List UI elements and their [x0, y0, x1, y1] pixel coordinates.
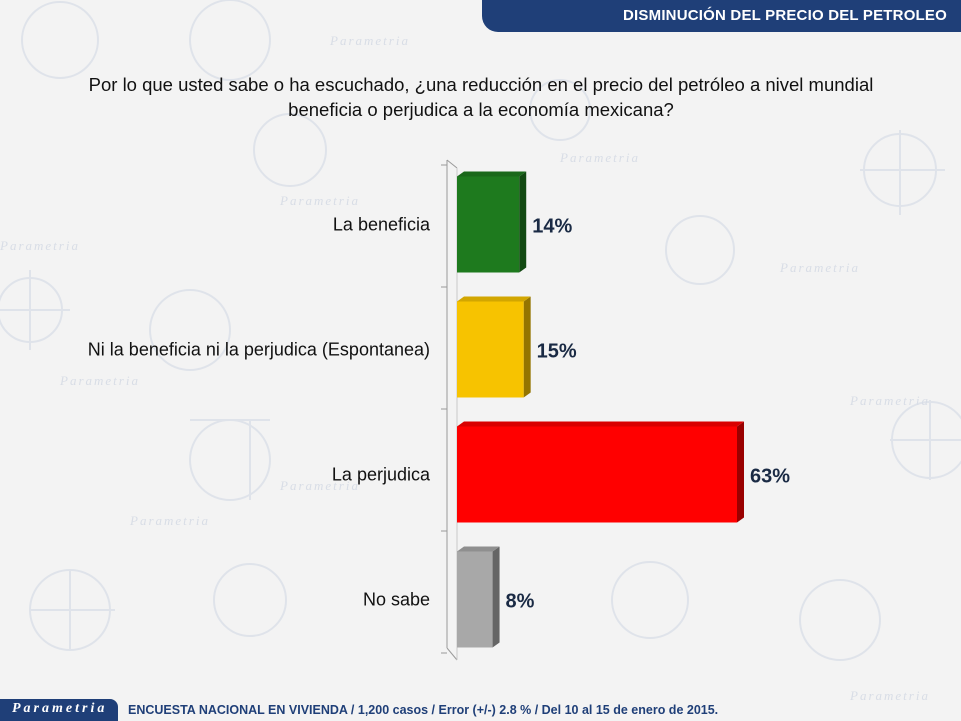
question-line-2: beneficia o perjudica a la economía mexi… — [288, 99, 674, 120]
watermark-word: Parametria — [849, 688, 930, 703]
bar — [457, 551, 493, 648]
bar-side — [523, 296, 531, 398]
bar-top — [457, 171, 527, 177]
question-line-1: Por lo que usted sabe o ha escuchado, ¿u… — [88, 74, 874, 95]
footer-logo-text: Parametria — [12, 701, 108, 716]
watermark-word: Parametria — [849, 393, 930, 408]
bar-top — [457, 546, 500, 552]
footer-survey-note: ENCUESTA NACIONAL EN VIVIENDA / 1,200 ca… — [128, 703, 719, 717]
watermark-word: Parametria — [329, 33, 410, 48]
bar-top — [457, 296, 531, 302]
survey-question: Por lo que usted sabe o ha escuchado, ¿u… — [40, 72, 922, 122]
category-label: No sabe — [363, 590, 430, 610]
watermark-word: Parametria — [129, 513, 210, 528]
footer-logo: Parametria — [0, 699, 118, 721]
bar-side — [492, 546, 500, 648]
category-label: La beneficia — [333, 215, 431, 235]
bar — [457, 301, 524, 398]
category-label: Ni la beneficia ni la perjudica (Esponta… — [88, 340, 430, 360]
bar-side — [737, 421, 744, 523]
data-label: 14% — [532, 216, 572, 238]
bar — [457, 176, 520, 273]
page-title: DISMINUCIÓN DEL PRECIO DEL PETROLEO — [623, 7, 947, 24]
y-axis-top-edge — [446, 159, 458, 169]
data-label: 63% — [750, 466, 790, 488]
watermark-word: Parametria — [279, 193, 360, 208]
bar-top — [457, 421, 744, 427]
bar — [457, 426, 737, 523]
watermark-word: Parametria — [559, 150, 640, 165]
data-label: 15% — [537, 341, 577, 363]
watermark-word: Parametria — [279, 478, 360, 493]
y-axis-bottom-edge — [446, 647, 458, 661]
data-label: 8% — [506, 591, 535, 613]
watermark-word: Parametria — [779, 260, 860, 275]
bar-side — [519, 171, 527, 273]
watermark-word: Parametria — [0, 238, 80, 253]
category-label: La perjudica — [332, 465, 431, 485]
header-bar: DISMINUCIÓN DEL PRECIO DEL PETROLEO — [482, 0, 961, 32]
watermark-word: Parametria — [59, 373, 140, 388]
